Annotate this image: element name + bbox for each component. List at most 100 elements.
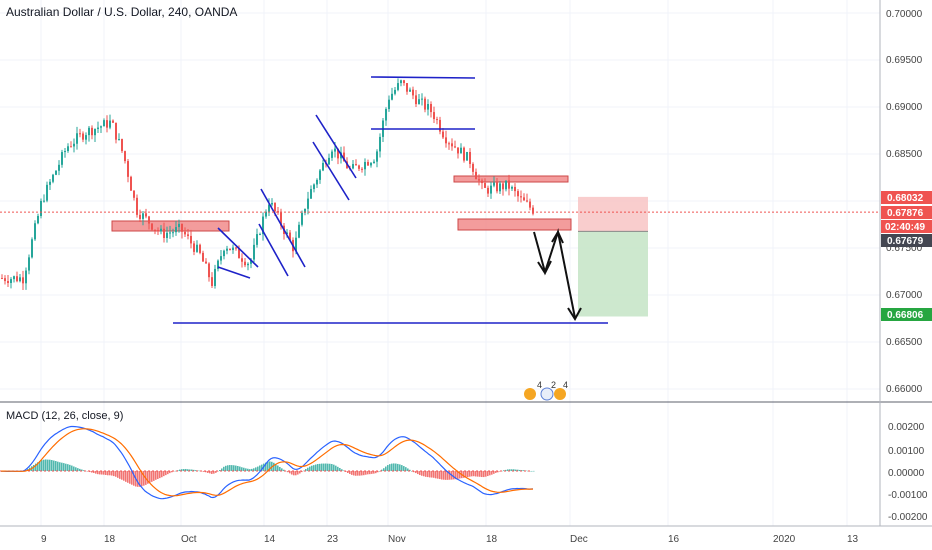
macd-tick: 0.00000 — [888, 468, 925, 479]
macd-bar — [517, 469, 519, 472]
candle-body — [286, 232, 288, 235]
candle-body — [133, 190, 135, 198]
macd-bar — [477, 471, 479, 477]
time-tick: Nov — [388, 534, 406, 545]
grid — [0, 0, 880, 526]
macd-bar — [519, 469, 521, 472]
candle-body — [25, 270, 27, 284]
macd-tick: -0.00200 — [888, 512, 928, 523]
candle-body — [70, 146, 72, 148]
trend-line[interactable] — [312, 141, 350, 201]
macd-bar — [219, 470, 221, 472]
candle-body — [514, 186, 516, 192]
candle-body — [445, 137, 447, 144]
macd-bar — [409, 469, 411, 472]
macd-bar — [209, 471, 211, 474]
trend-line[interactable] — [315, 114, 357, 179]
macd-bar — [159, 471, 161, 479]
trend-line[interactable] — [258, 223, 289, 277]
reward-zone[interactable] — [578, 231, 648, 317]
arrow-head-icon — [537, 260, 552, 276]
macd-bar — [433, 471, 435, 478]
candle-body — [271, 202, 273, 205]
target-badge-label: 0.66806 — [887, 310, 924, 321]
candle-body — [388, 99, 390, 109]
macd-bar — [331, 464, 333, 472]
candle-body — [391, 93, 393, 100]
candle-body — [310, 189, 312, 199]
macd-bar — [137, 471, 139, 487]
macd-bar — [371, 471, 373, 474]
macd-bar — [449, 471, 451, 480]
short-position-tool[interactable] — [578, 196, 648, 317]
macd-bar — [221, 468, 223, 472]
macd-bar — [393, 463, 395, 472]
stop-badge-label: 0.68032 — [887, 193, 924, 204]
candle-body — [205, 261, 207, 264]
trend-line[interactable] — [217, 227, 259, 268]
macd-axis[interactable]: 0.00200 0.00100 0.00000 -0.00100 -0.0020… — [888, 422, 928, 523]
macd-bar — [415, 471, 417, 474]
macd-bar — [473, 471, 475, 477]
candle-body — [430, 103, 432, 113]
trend-line-drawings[interactable] — [173, 76, 608, 324]
candle-body — [238, 248, 240, 259]
macd-bar — [267, 461, 269, 472]
event-flag-icon[interactable] — [540, 387, 554, 401]
macd-bar — [447, 471, 449, 480]
risk-zone[interactable] — [578, 196, 648, 232]
candle-body — [55, 170, 57, 175]
macd-bar — [523, 470, 525, 472]
candle-body — [253, 244, 255, 260]
candle-body — [499, 183, 501, 192]
candle-body — [103, 120, 105, 127]
candle-body — [172, 232, 174, 234]
macd-bar — [481, 471, 483, 478]
projection-path[interactable] — [533, 228, 576, 319]
macd-bar — [43, 459, 45, 472]
candle-body — [181, 223, 183, 232]
macd-bar — [419, 471, 421, 476]
trend-line[interactable] — [370, 76, 476, 79]
macd-bar — [199, 470, 201, 472]
macd-tick: -0.00100 — [888, 490, 928, 501]
macd-bar — [465, 471, 467, 478]
trend-line[interactable] — [217, 266, 251, 279]
macd-bar — [327, 463, 329, 472]
zone-rectangle[interactable] — [453, 175, 569, 183]
macd-bar — [417, 471, 419, 475]
macd-bar — [369, 471, 371, 475]
macd-bar — [533, 470, 535, 472]
event-count: 2 — [551, 380, 556, 390]
macd-bar — [391, 463, 393, 472]
candle-body — [304, 208, 306, 213]
macd-bar — [279, 466, 281, 472]
time-axis[interactable]: 9 18 Oct 14 23 Nov 18 Dec 16 2020 13 — [41, 534, 859, 545]
macd-bar — [323, 463, 325, 472]
candle-body — [427, 103, 429, 110]
event-flag-icon[interactable] — [524, 388, 536, 400]
macd-bar — [231, 465, 233, 472]
zone-rectangle[interactable] — [457, 218, 572, 231]
macd-bar — [189, 469, 191, 472]
macd-bar — [207, 471, 209, 473]
candle-body — [532, 207, 534, 214]
macd-bar — [427, 471, 429, 478]
macd-bar — [211, 471, 213, 474]
macd-bar — [457, 471, 459, 479]
last-price-badge — [881, 206, 932, 219]
macd-bar — [107, 471, 109, 476]
event-markers[interactable]: 4 2 4 — [524, 380, 568, 401]
macd-bar — [425, 471, 427, 477]
candle-body — [7, 281, 9, 283]
candle-body — [100, 126, 102, 128]
macd-bar — [379, 471, 381, 472]
macd-bar — [239, 466, 241, 472]
macd-bar — [325, 463, 327, 472]
trend-line[interactable] — [260, 188, 306, 268]
macd-bar — [51, 460, 53, 472]
macd-bar — [161, 471, 163, 478]
event-flag-icon[interactable] — [554, 388, 566, 400]
